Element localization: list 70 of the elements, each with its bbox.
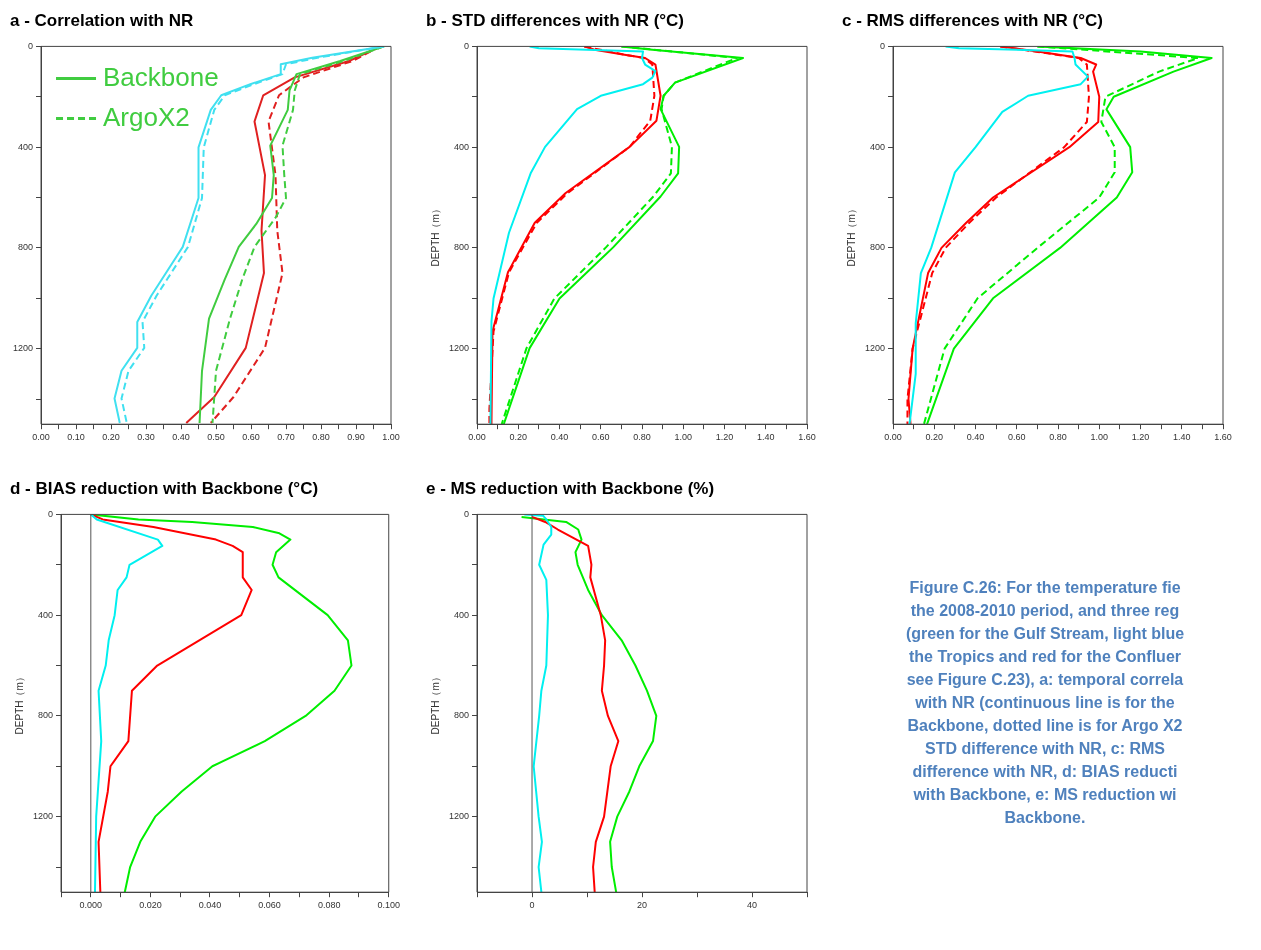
- x-tick-label: 0.40: [550, 432, 569, 443]
- y-tick-label: 400: [453, 609, 470, 620]
- chart-title: e - MS reduction with Backbone (%): [425, 478, 716, 500]
- y-tick-label: 0: [880, 40, 886, 51]
- legend-label: ArgoX2: [103, 101, 190, 132]
- x-tick-label: 1.00: [674, 432, 693, 443]
- y-tick-label: 0: [464, 40, 470, 51]
- y-axis-title: DEPTH（m）: [845, 204, 857, 267]
- x-tick-label: 1.20: [715, 432, 734, 443]
- x-tick-label: 1.00: [1090, 432, 1109, 443]
- y-tick-label: 800: [453, 242, 470, 253]
- x-tick-label: 0.00: [884, 432, 902, 443]
- chart-title: a - Correlation with NR: [9, 10, 195, 32]
- x-tick-label: 0.30: [137, 432, 155, 443]
- x-tick-label: 0.80: [312, 432, 330, 443]
- x-tick-label: 0.70: [277, 432, 295, 443]
- y-tick-label: 1200: [864, 343, 886, 354]
- y-tick-label: 0: [48, 508, 54, 519]
- text: Figure C.26: For the temperature fie the 2008-2010 period, and three reg (green for the Gulf Stream, light blue the Tropics and red for the Confluer see Figure C.23), a: temporal correla with NR (continuous line is for the Backbone, dotted line is for Argo X2 STD difference with NR, c: RMS difference with NR, d: BIAS reducti with Backbone, e: MS reduction wi Backbone.: [905, 579, 1185, 826]
- x-tick-label: 0.50: [207, 432, 225, 443]
- y-tick-label: 800: [453, 710, 470, 721]
- x-tick-label: 0.10: [67, 432, 85, 443]
- y-tick-label: 400: [869, 141, 886, 152]
- x-tick-label: 1.40: [1172, 432, 1191, 443]
- y-tick-label: 800: [17, 242, 34, 253]
- x-tick-label: 0.00: [468, 432, 486, 443]
- x-tick-label: 0.080: [317, 900, 341, 911]
- y-tick-label: 800: [869, 242, 886, 253]
- y-tick-label: 1200: [32, 811, 54, 822]
- x-tick-label: 0.00: [32, 432, 50, 443]
- y-axis-title: DEPTH（m）: [429, 672, 441, 735]
- y-tick-label: 1200: [448, 811, 470, 822]
- x-tick-label: 0.60: [242, 432, 260, 443]
- y-tick-label: 400: [17, 141, 34, 152]
- chart-title: b - STD differences with NR (°C): [425, 10, 686, 32]
- x-tick-label: 0.90: [347, 432, 365, 443]
- x-tick-label: 20: [637, 900, 648, 911]
- x-tick-label: 1.40: [756, 432, 775, 443]
- x-tick-label: 0.020: [139, 900, 162, 911]
- x-tick-label: 0.80: [1049, 432, 1067, 443]
- y-axis-title: DEPTH（m）: [429, 204, 441, 267]
- x-tick-label: 0.20: [925, 432, 944, 443]
- x-tick-label: 0.100: [377, 900, 400, 911]
- x-tick-label: 1.60: [1214, 432, 1232, 443]
- x-tick-label: 1.20: [1131, 432, 1150, 443]
- x-tick-label: 0.80: [633, 432, 651, 443]
- x-tick-label: 0.060: [258, 900, 281, 911]
- y-tick-label: 0: [28, 40, 34, 51]
- y-tick-label: 400: [453, 141, 470, 152]
- y-tick-label: 0: [464, 508, 470, 519]
- x-tick-label: 0.20: [102, 432, 120, 443]
- chart-title: d - BIAS reduction with Backbone (°C): [9, 478, 320, 500]
- x-tick-label: 0.20: [509, 432, 528, 443]
- x-tick-label: 0.40: [966, 432, 985, 443]
- legend-label: Backbone: [103, 61, 219, 92]
- y-tick-label: 800: [37, 710, 54, 721]
- y-tick-label: 1200: [12, 343, 34, 354]
- x-tick-label: 1.60: [798, 432, 816, 443]
- x-tick-label: 0.040: [198, 900, 222, 911]
- x-tick-label: 40: [747, 900, 758, 911]
- chart-title: c - RMS differences with NR (°C): [841, 10, 1104, 32]
- y-axis-title: DEPTH（m）: [13, 672, 25, 735]
- x-tick-label: 0.000: [79, 900, 103, 911]
- y-tick-label: 400: [37, 609, 54, 620]
- x-tick-label: 0.40: [172, 432, 190, 443]
- y-tick-label: 1200: [448, 343, 470, 354]
- x-tick-label: 0.60: [592, 432, 610, 443]
- x-tick-label: 0.60: [1008, 432, 1026, 443]
- x-tick-label: 0: [529, 900, 535, 911]
- x-tick-label: 1.00: [382, 432, 400, 443]
